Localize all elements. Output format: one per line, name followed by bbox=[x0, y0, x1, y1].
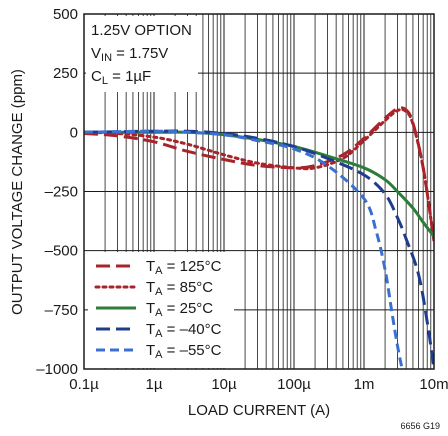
legend-label: TA = 25°C bbox=[146, 300, 213, 319]
x-axis-title: LOAD CURRENT (A) bbox=[188, 402, 330, 419]
y-tick-labels: 500 250 0 –250 –500 –750 –1000 bbox=[36, 6, 78, 378]
y-tick-label: 500 bbox=[53, 6, 78, 23]
y-tick-label: 250 bbox=[53, 65, 78, 82]
x-tick-labels: 0.1µ 1µ 10µ 100µ 1m 10m bbox=[69, 376, 448, 393]
legend: TA = 125°C TA = 85°C TA = 25°C TA = –40°C TA… bbox=[88, 252, 234, 368]
legend-label: TA = –55°C bbox=[146, 342, 222, 361]
series-line-1 bbox=[84, 108, 434, 243]
y-tick-label: –750 bbox=[45, 302, 78, 319]
y-tick-label: –500 bbox=[45, 243, 78, 260]
y-tick-label: 0 bbox=[70, 124, 78, 141]
x-tick-label: 10µ bbox=[211, 376, 237, 393]
legend-label: TA = 85°C bbox=[146, 279, 213, 298]
plot-frame bbox=[83, 13, 435, 370]
series-line-4 bbox=[84, 129, 404, 369]
figure-id: 6656 G19 bbox=[400, 421, 440, 431]
legend-label: TA = 125°C bbox=[146, 258, 222, 277]
y-tick-label: –1000 bbox=[36, 361, 78, 378]
conditions-box: 1.25V OPTION VIN = 1.75V CL = 1µF bbox=[86, 16, 198, 92]
series-lines bbox=[84, 106, 434, 369]
x-tick-label: 1µ bbox=[146, 376, 163, 393]
y-axis-title: OUTPUT VOLTAGE CHANGE (ppm) bbox=[9, 69, 26, 315]
x-tick-label: 10m bbox=[419, 376, 448, 393]
x-tick-label: 0.1µ bbox=[69, 376, 99, 393]
x-tick-label: 100µ bbox=[277, 376, 311, 393]
conditions-background bbox=[86, 16, 198, 92]
y-tick-label: –250 bbox=[45, 184, 78, 201]
legend-label: TA = –40°C bbox=[146, 321, 222, 340]
condition-cl: CL = 1µF bbox=[91, 68, 151, 87]
x-tick-label: 1m bbox=[354, 376, 375, 393]
condition-option: 1.25V OPTION bbox=[91, 22, 192, 39]
